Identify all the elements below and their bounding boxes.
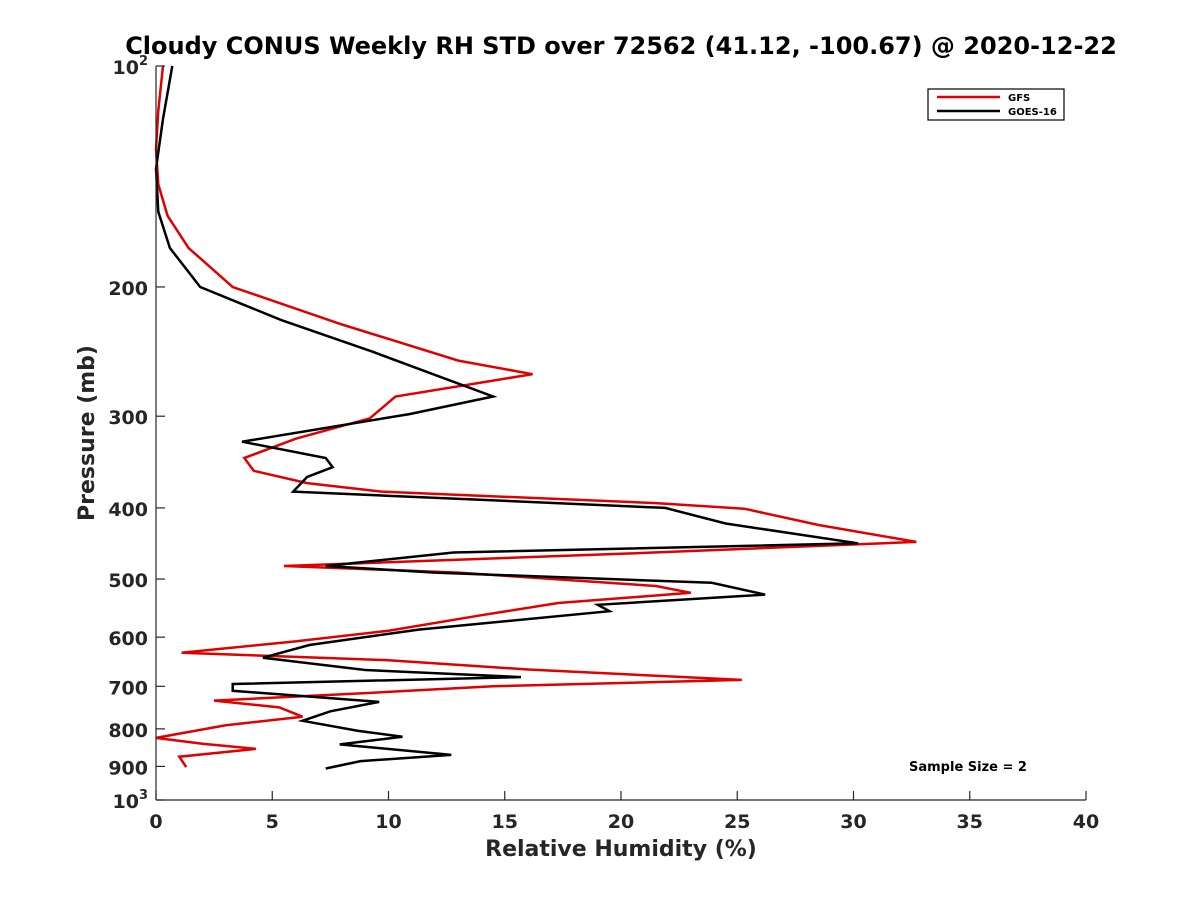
y-tick-label: 103 xyxy=(113,788,149,813)
y-tick-label: 200 xyxy=(108,278,148,300)
y-tick-label: 400 xyxy=(108,499,148,521)
sample-size-annotation: Sample Size = 2 xyxy=(909,760,1027,775)
y-tick-label: 900 xyxy=(108,757,148,779)
x-ticks: 0 5 10 15 20 25 30 35 40 xyxy=(149,791,1099,833)
x-tick-label: 5 xyxy=(266,811,279,833)
x-tick-label: 35 xyxy=(957,811,983,833)
x-tick-label: 15 xyxy=(492,811,518,833)
y-ticks: 102 200 300 400 500 600 700 800 900 103 xyxy=(108,54,165,813)
chart-title: Cloudy CONUS Weekly RH STD over 72562 (4… xyxy=(125,32,1117,60)
legend-box xyxy=(927,88,1065,121)
x-tick-label: 25 xyxy=(724,811,750,833)
y-tick-label: 700 xyxy=(108,677,148,699)
x-tick-label: 10 xyxy=(375,811,401,833)
x-tick-label: 0 xyxy=(149,811,162,833)
y-tick-label: 800 xyxy=(108,720,148,742)
x-tick-label: 30 xyxy=(840,811,866,833)
legend-label-gfs: GFS xyxy=(1008,93,1030,104)
series-line-goes16 xyxy=(154,65,859,770)
legend: GFS GOES-16 xyxy=(927,88,1065,121)
x-tick-label: 20 xyxy=(608,811,634,833)
y-tick-label: 600 xyxy=(108,628,148,650)
y-axis-label: Pressure (mb) xyxy=(75,345,100,521)
x-axis-label: Relative Humidity (%) xyxy=(485,837,757,862)
x-tick-label: 40 xyxy=(1073,811,1099,833)
y-tick-label: 500 xyxy=(108,570,148,592)
y-tick-label: 102 xyxy=(113,54,149,79)
series-line-gfs xyxy=(154,65,917,768)
y-tick-label: 300 xyxy=(108,407,148,429)
legend-label-goes16: GOES-16 xyxy=(1008,107,1057,118)
series-layer xyxy=(154,65,917,770)
